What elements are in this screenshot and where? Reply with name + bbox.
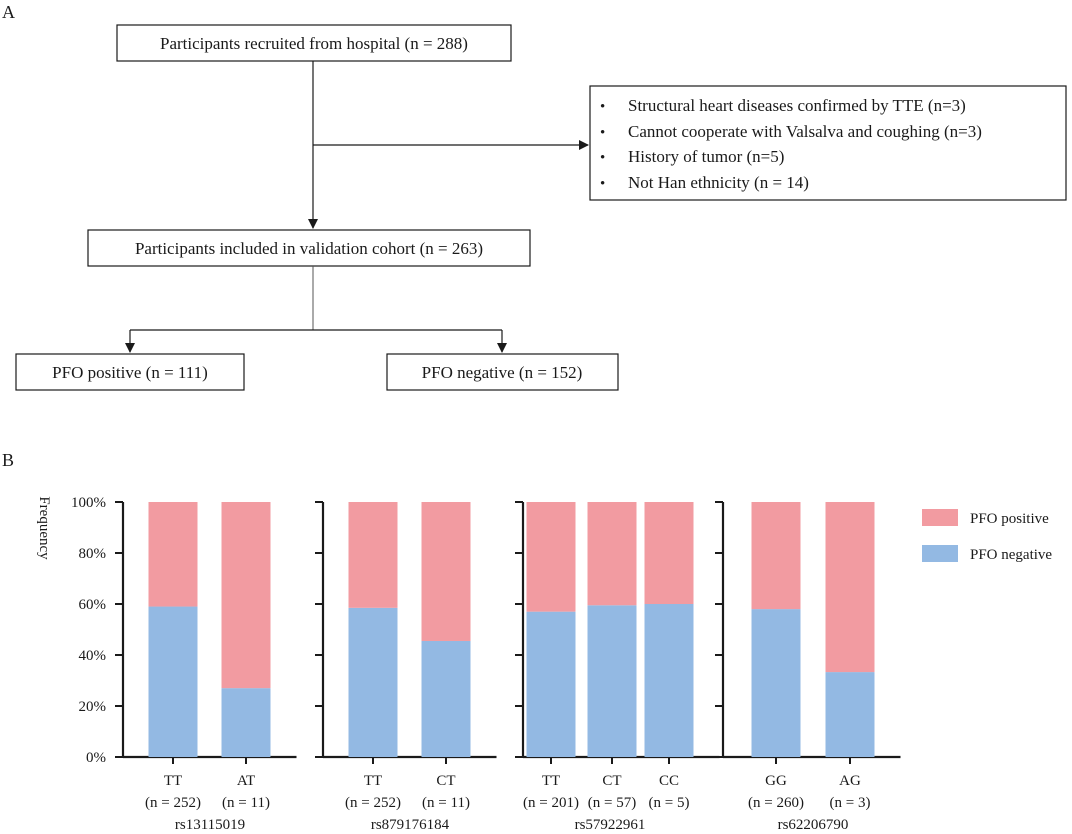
y-tick-label: 100% xyxy=(71,495,106,511)
exclusion-item: Structural heart diseases confirmed by T… xyxy=(628,96,966,115)
exclusion-bullet: • xyxy=(600,99,605,115)
genotype-label: CT xyxy=(602,773,621,789)
legend-swatch-negative xyxy=(922,545,958,562)
bar-segment-positive xyxy=(526,502,576,612)
exclusion-box xyxy=(589,85,1067,201)
recruited-box xyxy=(116,24,512,62)
legend: PFO positive PFO negative xyxy=(922,509,1052,563)
bar-segment-negative xyxy=(644,604,694,757)
count-label: (n = 252) xyxy=(145,795,201,811)
panel-a-label: A xyxy=(2,2,15,22)
exclusion-bullet: • xyxy=(600,150,605,166)
pfo-negative-text: PFO negative (n = 152) xyxy=(422,363,583,382)
bar-segment-positive xyxy=(348,502,398,608)
recruited-text: Participants recruited from hospital (n … xyxy=(160,34,468,53)
y-tick-label: 40% xyxy=(79,648,107,664)
count-label: (n = 5) xyxy=(649,795,690,811)
genotype-label: CC xyxy=(659,773,679,789)
bar-segment-negative xyxy=(348,607,398,757)
bar-segment-positive xyxy=(148,502,198,607)
exclusion-list: • Structural heart diseases confirmed by… xyxy=(600,96,982,192)
genotype-label: AT xyxy=(237,773,255,789)
panel-b: B Frequency 0% 20% 40% 60% 80% 100% TT (… xyxy=(2,450,1052,833)
genotype-label: TT xyxy=(164,773,182,789)
y-tick-labels: 0% 20% 40% 60% 80% 100% xyxy=(71,495,106,766)
y-tick-label: 60% xyxy=(79,597,107,613)
bar-segment-negative xyxy=(148,606,198,757)
y-tick-label: 80% xyxy=(79,546,107,562)
bar-segment-positive xyxy=(221,502,271,689)
bar-segment-negative xyxy=(221,688,271,757)
exclusion-item: Not Han ethnicity (n = 14) xyxy=(628,173,809,192)
bar-segment-negative xyxy=(825,672,875,757)
included-box xyxy=(87,229,531,267)
bar-segment-negative xyxy=(751,609,801,757)
count-label: (n = 260) xyxy=(748,795,804,811)
panel-a: A Participants recruited from hospital (… xyxy=(2,2,1067,391)
snp-label: rs57922961 xyxy=(575,817,646,833)
bar-segment-positive xyxy=(421,502,471,641)
bars-layer xyxy=(148,502,875,757)
pfo-positive-box xyxy=(15,353,245,391)
bar-segment-negative xyxy=(421,640,471,757)
category-labels: TT (n = 252) AT (n = 11) rs13115019 TT (… xyxy=(145,773,870,833)
exclusion-item: Cannot cooperate with Valsalva and cough… xyxy=(628,122,982,141)
bar-segment-positive xyxy=(825,502,875,673)
snp-label: rs13115019 xyxy=(175,817,245,833)
genotype-label: AG xyxy=(839,773,861,789)
legend-label-negative: PFO negative xyxy=(970,547,1052,563)
genotype-label: TT xyxy=(364,773,382,789)
count-label: (n = 57) xyxy=(588,795,636,811)
exclusion-item: History of tumor (n=5) xyxy=(628,147,784,166)
genotype-label: CT xyxy=(436,773,455,789)
legend-swatch-positive xyxy=(922,509,958,526)
legend-label-positive: PFO positive xyxy=(970,511,1049,527)
included-text: Participants included in validation coho… xyxy=(135,239,483,258)
count-label: (n = 3) xyxy=(830,795,871,811)
count-label: (n = 201) xyxy=(523,795,579,811)
exclusion-bullet: • xyxy=(600,176,605,192)
y-tick-label: 0% xyxy=(86,750,106,766)
genotype-label: TT xyxy=(542,773,560,789)
bar-segment-positive xyxy=(587,502,637,606)
bar-segment-negative xyxy=(526,611,576,757)
pfo-positive-text: PFO positive (n = 111) xyxy=(52,363,208,382)
snp-label: rs62206790 xyxy=(778,817,849,833)
y-tick-label: 20% xyxy=(79,699,107,715)
pfo-negative-box xyxy=(386,353,619,391)
count-label: (n = 11) xyxy=(222,795,270,811)
count-label: (n = 11) xyxy=(422,795,470,811)
exclusion-bullet: • xyxy=(600,125,605,141)
y-axis-label: Frequency xyxy=(36,496,52,560)
genotype-label: GG xyxy=(765,773,787,789)
panel-b-label: B xyxy=(2,450,14,470)
snp-label: rs879176184 xyxy=(371,817,450,833)
count-label: (n = 252) xyxy=(345,795,401,811)
bar-segment-positive xyxy=(751,502,801,610)
bar-segment-negative xyxy=(587,605,637,757)
bar-segment-positive xyxy=(644,502,694,604)
